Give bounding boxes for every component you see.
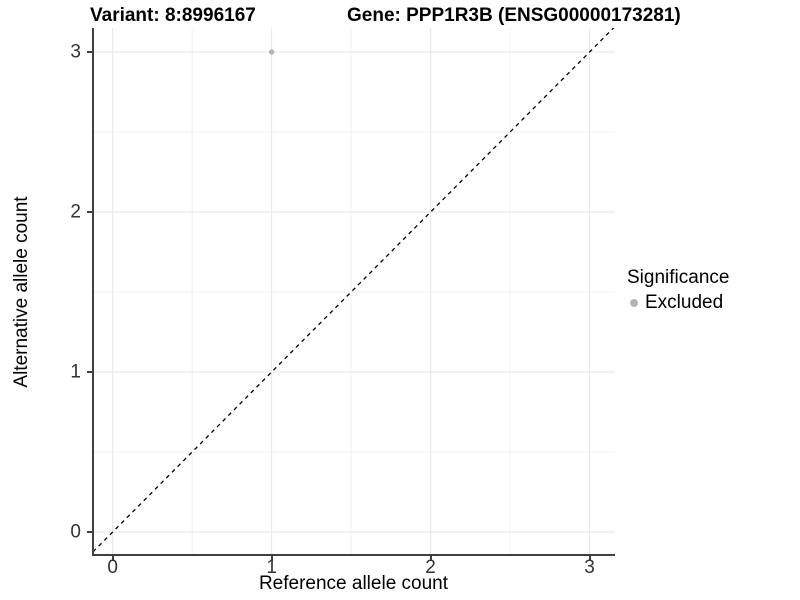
- plot-area-svg: [92, 28, 615, 556]
- x-axis-title: Reference allele count: [258, 573, 449, 594]
- y-tick-label: 3: [70, 41, 81, 63]
- x-tick-mark: [429, 556, 432, 561]
- y-tick-mark: [87, 51, 92, 53]
- plot-panel: [92, 28, 615, 556]
- plot-title-variant: Variant: 8:8996167: [90, 5, 256, 26]
- x-tick-mark: [588, 556, 591, 561]
- x-tick-label: 3: [584, 557, 595, 578]
- y-tick-label: 1: [70, 361, 81, 383]
- y-tick-mark: [87, 531, 92, 533]
- x-tick-mark: [111, 556, 114, 561]
- legend-entry-excluded: Excluded: [627, 292, 729, 314]
- y-tick-mark: [87, 211, 92, 213]
- x-tick-label: 1: [266, 557, 277, 578]
- excluded-point-key-icon: [630, 299, 638, 307]
- identity-dashed-line: [92, 28, 615, 554]
- x-tick-label: 2: [425, 557, 436, 578]
- y-tick-label: 0: [70, 521, 81, 543]
- x-tick-label: 0: [107, 557, 118, 578]
- legend: Significance Excluded: [627, 267, 729, 314]
- legend-title: Significance: [627, 267, 730, 288]
- y-axis-title: Alternative allele count: [11, 196, 32, 388]
- data-point-excluded: [268, 49, 275, 55]
- y-tick-mark: [87, 371, 92, 373]
- x-tick-mark: [270, 556, 273, 561]
- legend-entry-label: Excluded: [645, 292, 724, 313]
- y-tick-label: 2: [70, 201, 81, 223]
- plot-title-gene: Gene: PPP1R3B (ENSG00000173281): [347, 5, 681, 26]
